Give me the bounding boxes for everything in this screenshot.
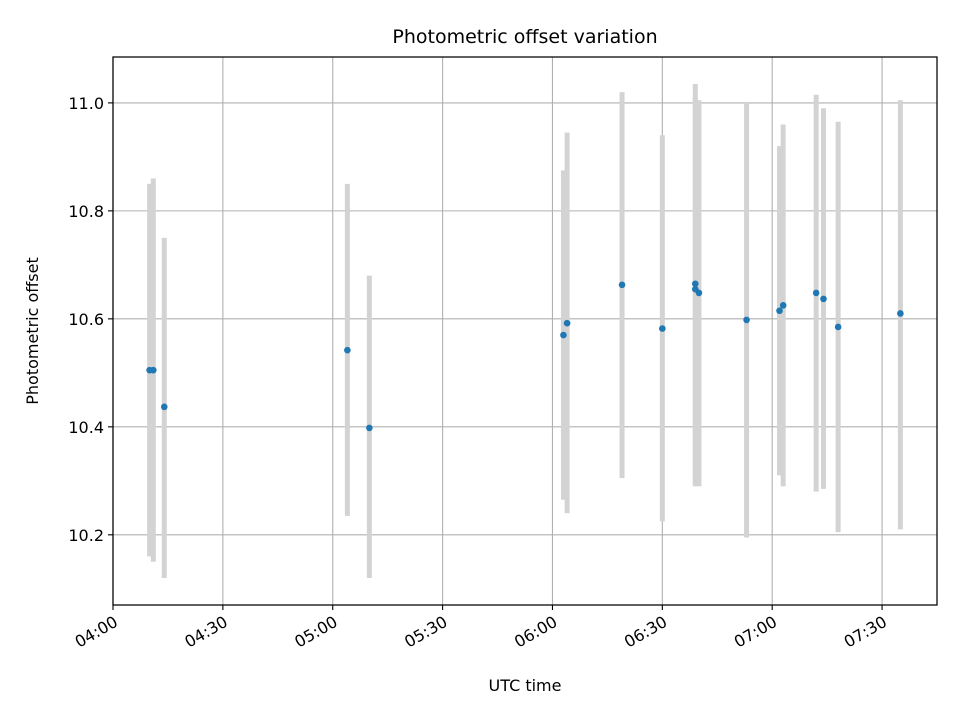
data-point [834,323,842,331]
y-tick-label: 10.8 [68,202,104,221]
data-point [563,319,571,327]
data-point [366,424,373,432]
y-tick-label: 10.2 [68,526,104,545]
data-point [779,302,787,309]
y-tick-label: 10.6 [68,310,104,329]
data-point [695,289,703,297]
y-axis-label: Photometric offset [23,257,42,405]
data-point [618,281,626,289]
plot-frame [112,56,938,606]
y-tick-label: 11.0 [68,94,104,113]
data-point [743,316,750,324]
grid [112,57,937,605]
data-points [146,280,904,432]
data-point [812,289,820,297]
data-point [659,325,666,332]
data-point [691,280,699,288]
data-point [820,295,827,303]
data-point [897,310,904,317]
y-tick-label: 10.4 [68,418,104,437]
y-axis-ticks: 10.2 10.4 10.6 10.8 11.0 [68,94,113,545]
data-point [560,331,567,339]
data-point [149,366,157,374]
data-point [776,307,783,315]
data-point [160,403,168,411]
data-point [344,346,351,354]
x-axis-label: UTC time [489,676,562,695]
chart-title: Photometric offset variation [392,26,657,48]
